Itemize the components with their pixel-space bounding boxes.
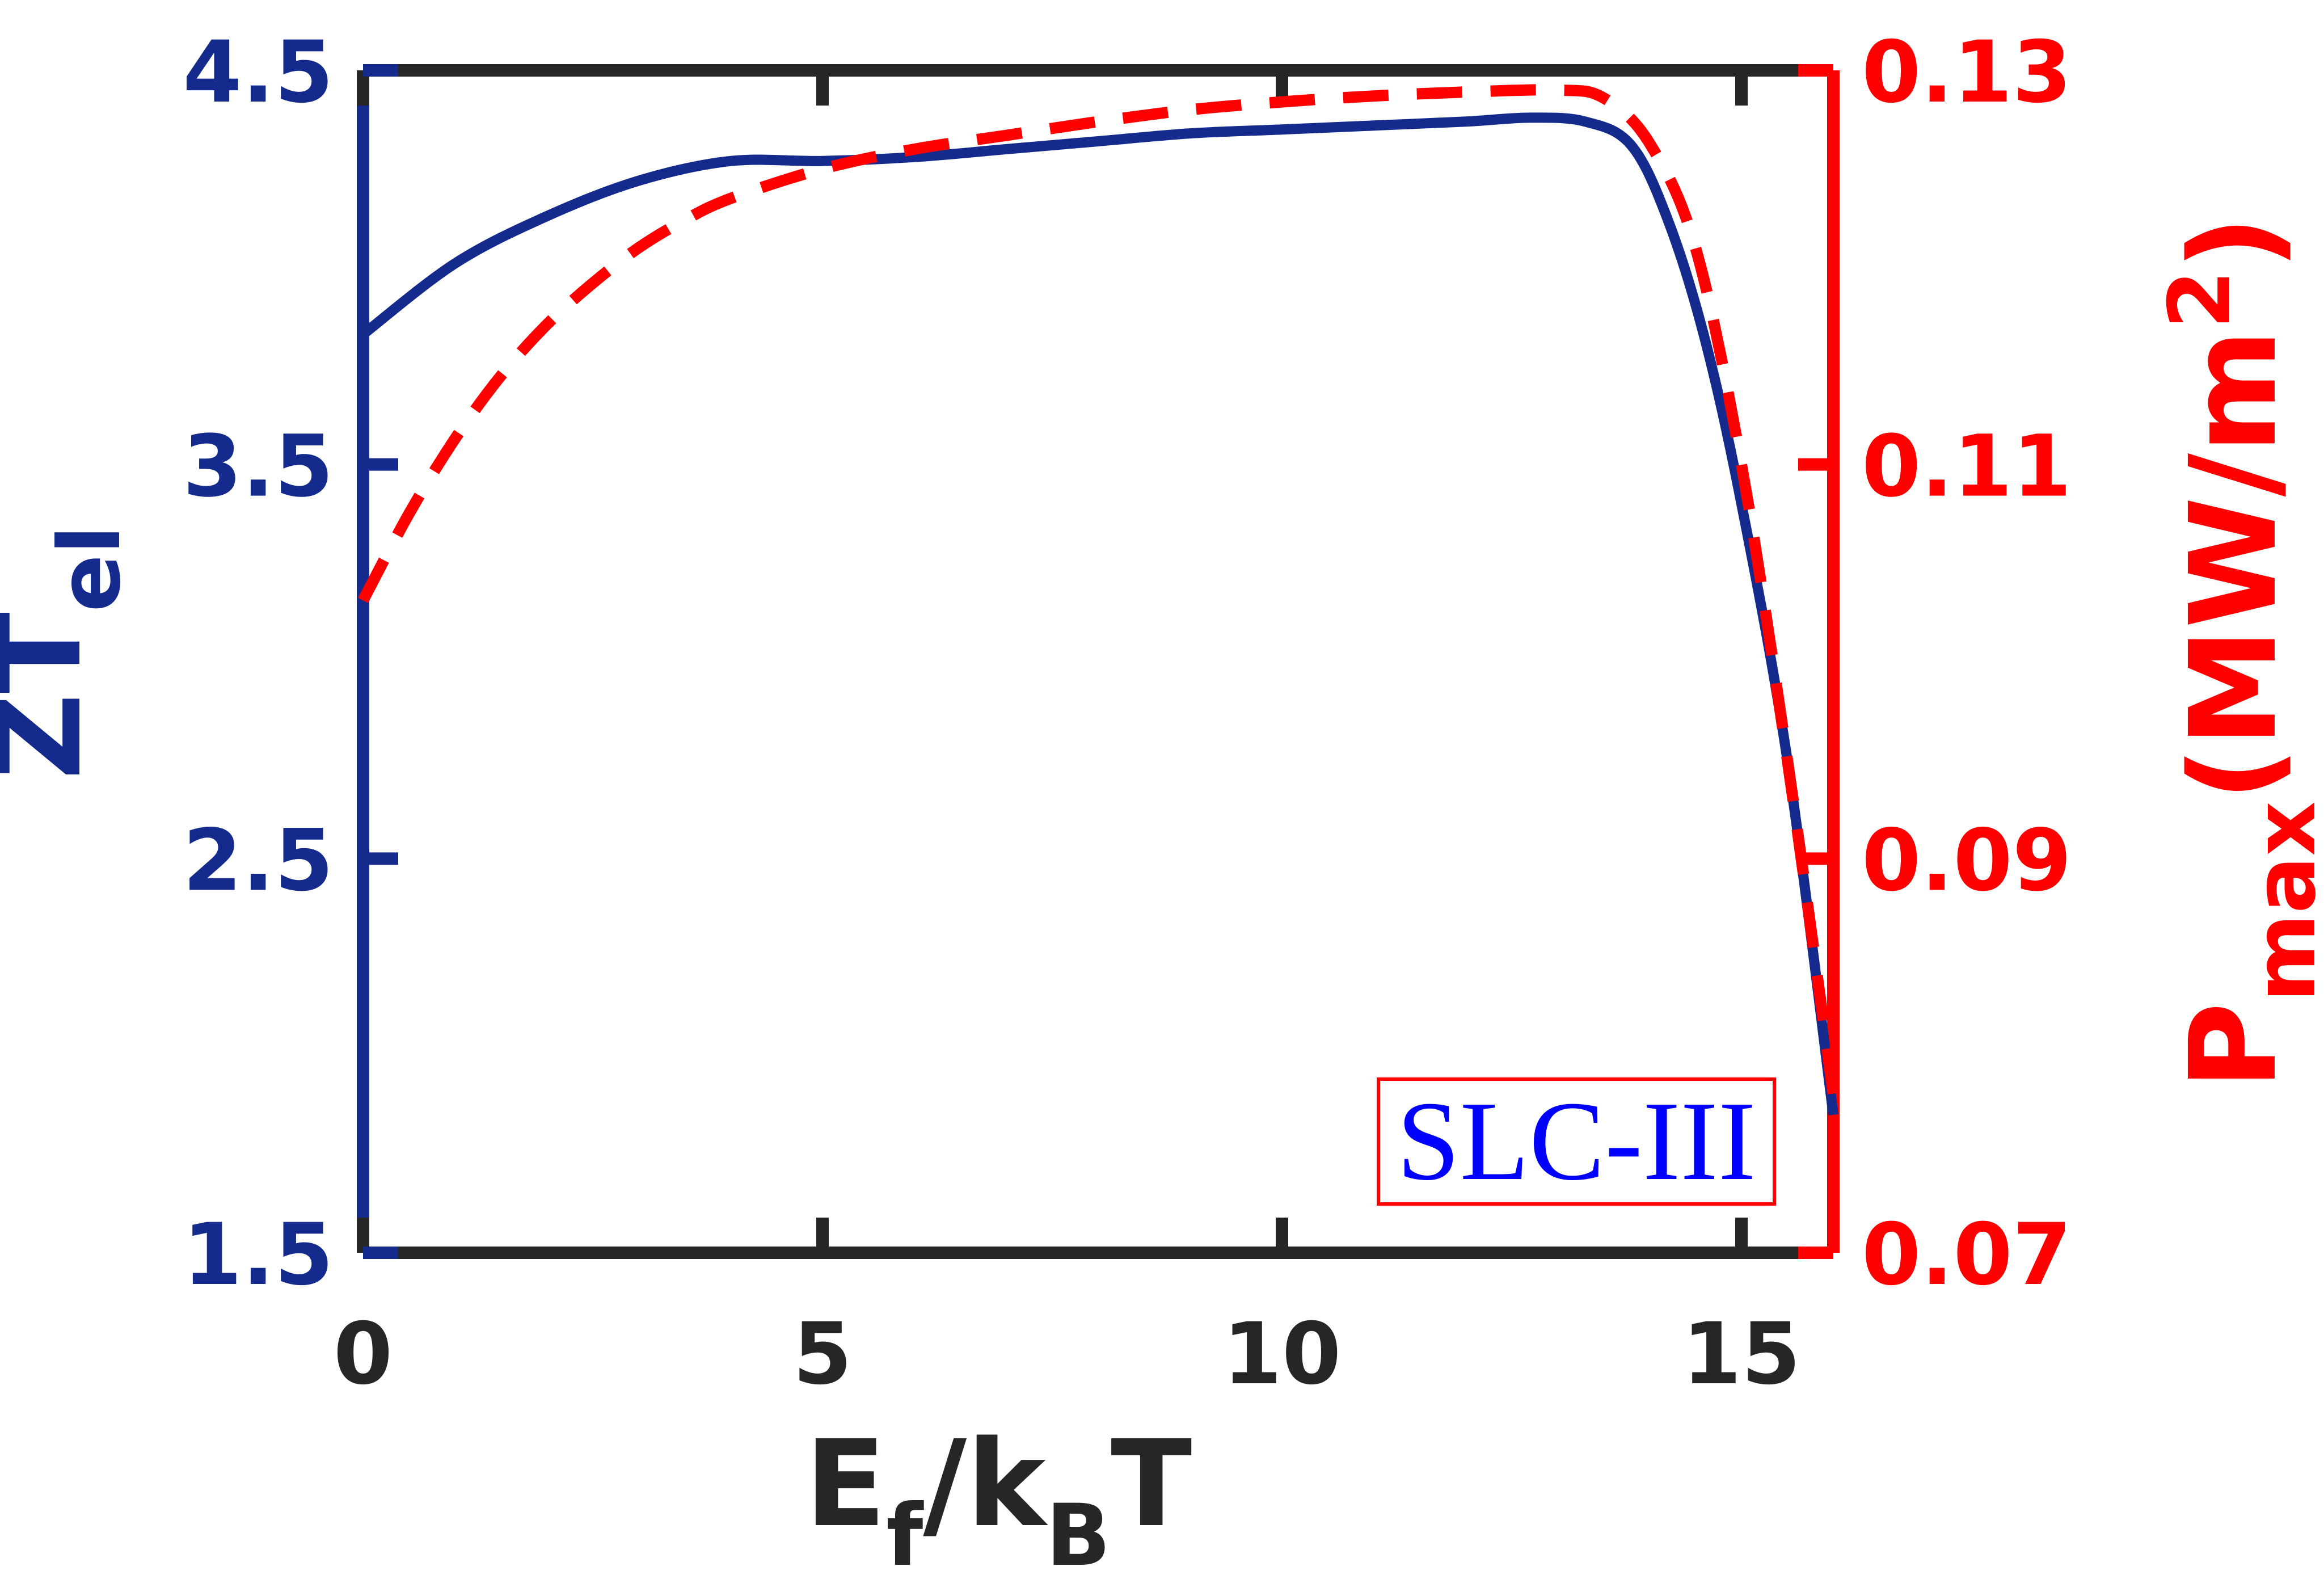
ticks xyxy=(357,64,1833,1259)
y-left-tick-label: 3.5 xyxy=(183,418,334,516)
y-right-tick-label: 0.13 xyxy=(1862,23,2072,122)
y-left-axis-label: ZTel xyxy=(0,525,140,780)
series-layer xyxy=(358,84,1839,1116)
y-left-tick-label: 1.5 xyxy=(183,1206,334,1304)
tick-labels: 0 5 10 15 1.5 2.5 3.5 4.5 0.07 0.09 0.11 0.13 xyxy=(183,23,2072,1404)
annotation-text: SLC-III xyxy=(1397,1079,1756,1204)
annotation-box: SLC-III xyxy=(1377,1077,1776,1206)
y-left-tick-label: 2.5 xyxy=(183,811,334,910)
x-tick-label: 0 xyxy=(334,1305,393,1404)
x-tick-label: 5 xyxy=(793,1305,852,1404)
y-right-tick-label: 0.09 xyxy=(1862,811,2072,910)
x-tick-label: 10 xyxy=(1223,1305,1342,1404)
y-left-tick-label: 4.5 xyxy=(183,23,334,122)
pmax-series-line xyxy=(358,84,1839,1096)
y-right-axis-label: Pmax(MW/m2) xyxy=(2151,216,2324,1090)
x-axis-label: Ef/kBT xyxy=(805,1414,1192,1579)
y-right-tick-label: 0.11 xyxy=(1862,418,2072,516)
x-tick-label: 15 xyxy=(1682,1305,1801,1404)
annotation-border xyxy=(1377,1077,1776,1206)
y-right-tick-label: 0.07 xyxy=(1862,1206,2072,1304)
zt-series-line xyxy=(360,112,1838,1116)
